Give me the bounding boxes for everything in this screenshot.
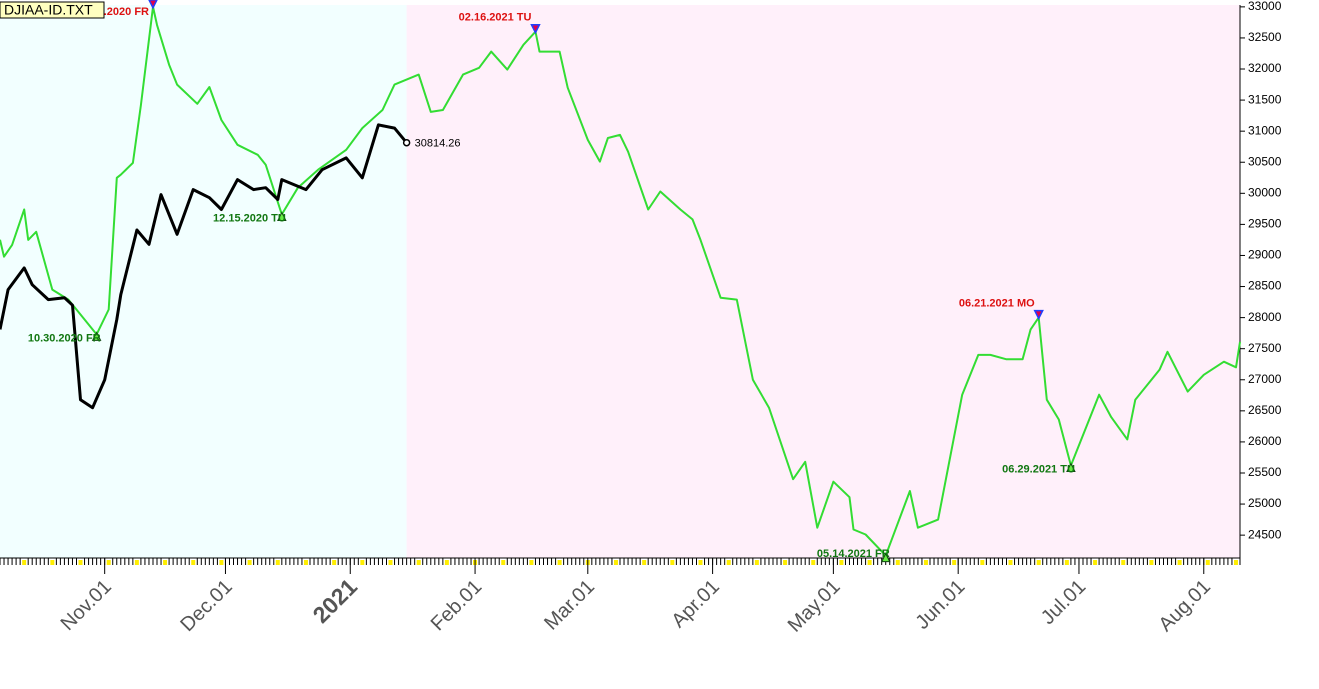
x-tick-label: Feb.01 — [427, 576, 487, 636]
chart-title: DJIAA-ID.TXT — [4, 2, 93, 18]
low-label: 10.30.2020 FR — [28, 332, 101, 344]
week-marker — [501, 560, 506, 565]
week-marker — [134, 560, 139, 565]
week-marker — [1121, 560, 1126, 565]
week-marker — [839, 560, 844, 565]
week-marker — [303, 560, 308, 565]
week-marker — [980, 560, 985, 565]
week-marker — [163, 560, 168, 565]
x-tick-label: Jul.01 — [1037, 576, 1090, 629]
series-line — [0, 5, 1241, 557]
week-marker — [50, 560, 55, 565]
week-marker — [698, 560, 703, 565]
forecast-background — [406, 5, 1240, 558]
history-background — [0, 5, 407, 558]
week-marker — [360, 560, 365, 565]
week-marker — [1149, 560, 1154, 565]
week-marker — [78, 560, 83, 565]
week-marker — [1205, 560, 1210, 565]
week-marker — [783, 560, 788, 565]
week-marker — [219, 560, 224, 565]
y-tick-label: 32500 — [1248, 30, 1282, 44]
y-tick-label: 28500 — [1248, 279, 1282, 293]
week-marker — [1093, 560, 1098, 565]
high-marker — [530, 23, 541, 35]
week-marker — [867, 560, 872, 565]
y-tick-label: 27000 — [1248, 372, 1282, 386]
low-marker — [91, 331, 102, 341]
week-marker — [754, 560, 759, 565]
y-tick-label: 28000 — [1248, 310, 1282, 324]
week-marker — [247, 560, 252, 565]
week-marker — [811, 560, 816, 565]
week-marker — [1008, 560, 1013, 565]
week-marker — [613, 560, 618, 565]
low-label: 12.15.2020 TU — [213, 212, 286, 224]
x-tick-label: May.01 — [784, 576, 845, 637]
week-marker — [1036, 560, 1041, 565]
y-tick-label: 24500 — [1248, 527, 1282, 541]
title-box — [0, 1, 105, 19]
week-marker — [275, 560, 280, 565]
x-tick-label: 2021 — [308, 573, 363, 628]
y-tick-label: 30000 — [1248, 185, 1282, 199]
low-marker — [1066, 462, 1076, 473]
x-tick-label: Nov.01 — [57, 576, 116, 635]
y-tick-label: 33000 — [1248, 0, 1282, 13]
week-marker — [22, 560, 27, 565]
week-marker — [1064, 560, 1069, 565]
week-marker — [191, 560, 196, 565]
week-marker — [923, 560, 928, 565]
y-tick-label: 26500 — [1248, 403, 1282, 417]
low-marker — [277, 211, 287, 221]
week-marker — [1177, 560, 1182, 565]
y-tick-label: 26000 — [1248, 434, 1282, 448]
y-tick-label: 25500 — [1248, 465, 1282, 479]
week-marker — [642, 560, 647, 565]
series-line — [0, 123, 408, 410]
low-marker — [880, 552, 891, 563]
week-marker — [416, 560, 421, 565]
y-tick-label: 31000 — [1248, 123, 1282, 137]
y-tick-label: 32000 — [1248, 61, 1282, 75]
week-marker — [670, 560, 675, 565]
high-marker — [148, 0, 158, 10]
high-label: 02.16.2021 TU — [459, 12, 532, 24]
week-marker — [332, 560, 337, 565]
low-label: 05.14.2021 FR — [817, 548, 890, 560]
week-marker — [895, 560, 900, 565]
last-point — [402, 138, 411, 147]
x-tick-label: Mar.01 — [540, 576, 599, 635]
x-tick-label: Jun.01 — [911, 576, 969, 634]
y-tick-label: 30500 — [1248, 154, 1282, 168]
week-marker — [529, 560, 534, 565]
x-tick-label: Dec.01 — [176, 576, 236, 636]
week-marker — [557, 560, 562, 565]
high-label: 06.21.2021 MO — [959, 298, 1035, 310]
y-tick-label: 31500 — [1248, 92, 1282, 106]
y-tick-label: 25000 — [1248, 496, 1282, 510]
x-tick-label: Aug.01 — [1155, 576, 1215, 636]
high-marker — [1033, 309, 1044, 321]
low-label: 06.29.2021 TU — [1002, 463, 1075, 475]
y-tick-label: 29500 — [1248, 217, 1282, 231]
week-marker — [388, 560, 393, 565]
last-value-label: 30814.26 — [415, 138, 461, 150]
week-marker — [726, 560, 731, 565]
y-tick-label: 27500 — [1248, 341, 1282, 355]
week-marker — [952, 560, 957, 565]
week-marker — [106, 560, 111, 565]
week-marker — [444, 560, 449, 565]
week-marker — [1233, 560, 1238, 565]
y-tick-label: 29000 — [1248, 248, 1282, 262]
x-tick-label: Apr.01 — [667, 576, 723, 632]
